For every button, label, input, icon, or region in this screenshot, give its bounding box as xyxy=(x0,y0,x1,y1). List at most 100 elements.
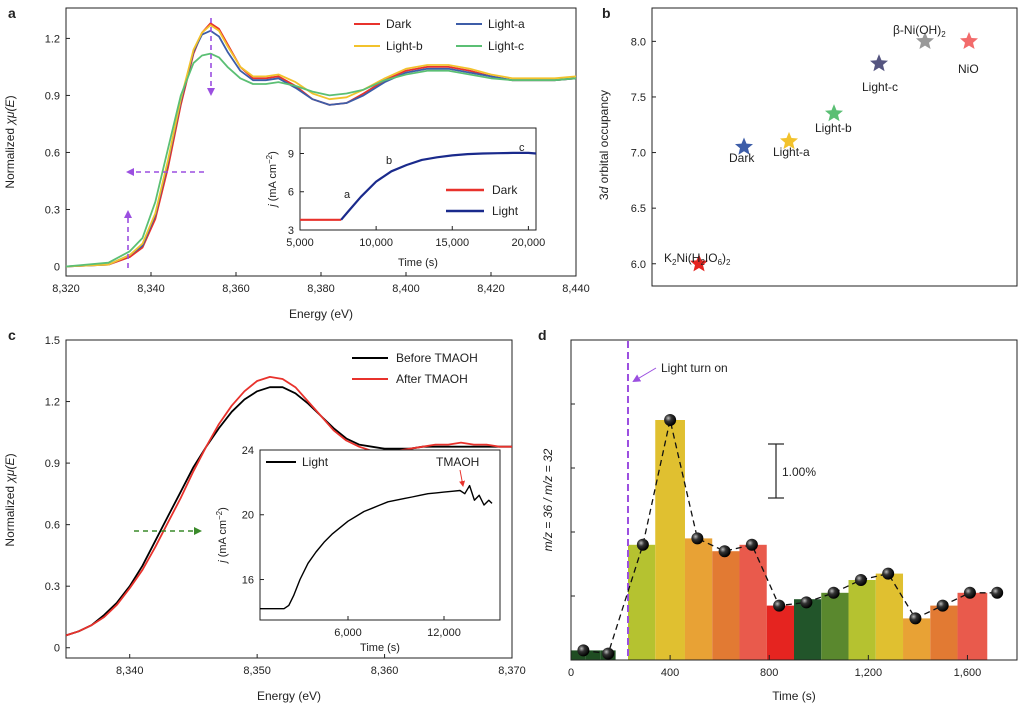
inset-c-annotation: TMAOH xyxy=(436,455,479,469)
panel-a-xtick-label: 8,440 xyxy=(562,283,590,295)
beta-s1: 2 xyxy=(941,30,946,39)
panel-c-legend: Before TMAOH After TMAOH xyxy=(352,351,478,386)
panel-a-ytick-label: 1.2 xyxy=(45,33,60,45)
panel-c-xtick-label: 8,340 xyxy=(116,665,144,677)
star-marker xyxy=(916,31,934,49)
panel-a-ytick-label: 0 xyxy=(54,261,60,273)
inset-a-ytick-label: 6 xyxy=(288,187,294,199)
panel-b-ylabel: 3d orbital occupancy xyxy=(597,90,611,200)
k2ni-s1: 2 xyxy=(672,258,677,267)
bar xyxy=(712,551,740,660)
panel-a-series-light-c xyxy=(65,52,577,268)
inset-c-annotation-arrow xyxy=(459,469,466,487)
inset-c-frame xyxy=(259,449,501,621)
legend-label-after: After TMAOH xyxy=(396,372,468,386)
panel-a-inset: 5,000 10,000 15,000 20,000 3 6 9 Time (s) j (m… xyxy=(265,127,545,269)
inset-c-ytick-label: 24 xyxy=(242,445,254,457)
inset-a-ylabel-close: ) xyxy=(267,151,279,155)
star-label-light-b: Light-b xyxy=(815,121,852,135)
panel-c-ytick-label: 1.5 xyxy=(45,335,60,347)
panel-a-series-light-b xyxy=(65,24,577,268)
inset-a-ylabel: j (mA cm−2) xyxy=(265,151,279,209)
inset-a-ylabel-sup: −2 xyxy=(265,154,274,164)
panel-c-frame xyxy=(65,339,513,659)
panel-a-arrows xyxy=(124,18,215,268)
panel-a-xtick-label: 8,380 xyxy=(307,283,335,295)
panel-a-xtick-label: 8,400 xyxy=(392,283,420,295)
inset-c-xlabel: Time (s) xyxy=(360,642,400,654)
panel-a-xtick-label: 8,340 xyxy=(137,283,165,295)
panel-c-ylabel-e: E xyxy=(3,456,17,465)
panel-c-series-before-tmaoh xyxy=(65,386,512,637)
panel-a-lines xyxy=(65,22,577,268)
panel-d-dashed-line xyxy=(583,419,998,655)
panel-b-stars xyxy=(690,31,978,272)
panel-c-ylabel-pre: Normalized xyxy=(3,483,17,547)
panel-c-ytick-label: 0.9 xyxy=(45,458,60,470)
panel-a-ytick-label: 0.6 xyxy=(45,147,60,159)
panel-d-xtick-label: 1,600 xyxy=(954,667,982,679)
bar xyxy=(848,580,876,660)
panel-c-lines xyxy=(65,375,512,637)
panel-a-series-dark xyxy=(65,22,577,268)
k2ni-m2: Ni(H xyxy=(676,251,700,265)
inset-a-xtick-label: 5,000 xyxy=(286,237,314,249)
star-label-light-c: Light-c xyxy=(862,80,898,94)
panel-c-xtick-label: 8,350 xyxy=(243,665,271,677)
panel-a-ylabel-post: ) xyxy=(3,95,17,99)
inset-a-ticks: 5,000 10,000 15,000 20,000 3 6 9 xyxy=(286,148,545,249)
star-label-dark: Dark xyxy=(729,151,755,165)
panel-d-bars xyxy=(571,420,988,660)
panel-b-ytick-label: 6.0 xyxy=(631,259,646,271)
inset-c-series-light xyxy=(260,484,493,610)
panel-c-ylabel-chi: χμ( xyxy=(3,463,17,483)
panel-a-ylabel: Normalized χμ(E) xyxy=(3,95,17,188)
panel-d-xtick-label: 0 xyxy=(568,667,574,679)
legend-label-light-c: Light-c xyxy=(488,39,524,53)
panel-d-xlabel: Time (s) xyxy=(772,689,816,703)
bar xyxy=(585,650,601,660)
inset-a-xtick-label: 15,000 xyxy=(435,237,469,249)
panel-a-ylabel-pre: Normalized xyxy=(3,125,17,189)
panel-d-ticks: 0 400 800 1,200 1,600 xyxy=(568,403,982,679)
data-point xyxy=(773,599,786,612)
light-on-label: Light turn on xyxy=(661,361,728,375)
inset-c-ticks: 6,000 12,000 16 20 24 xyxy=(242,445,461,639)
data-point xyxy=(963,586,976,599)
panel-d: 0 400 800 1,200 1,600 Light turn on 1.00% Ti… xyxy=(541,339,1018,703)
panel-c-ticks: 8,340 8,350 8,360 8,370 0 0.3 0.6 0.9 1.2 1.5 xyxy=(45,335,526,677)
inset-a-ylabel-rest: (mA cm xyxy=(267,164,279,204)
panel-d-xtick-label: 1,200 xyxy=(855,667,883,679)
data-point xyxy=(827,586,840,599)
inset-a-ytick-label: 9 xyxy=(288,148,294,160)
panel-d-xtick-label: 400 xyxy=(661,667,679,679)
data-point xyxy=(745,538,758,551)
k2ni-s3: 6 xyxy=(718,258,723,267)
panel-a-ticks: 8,320 8,340 8,360 8,380 8,400 8,420 8,440 0 0.3 0… xyxy=(45,33,590,295)
inset-a-ytick-label: 3 xyxy=(288,225,294,237)
inset-c-ytick-label: 20 xyxy=(242,510,254,522)
bar xyxy=(903,618,931,660)
inset-c-ylabel-rest: (mA cm xyxy=(217,520,229,560)
star-label-beta: β-Ni(OH)2 xyxy=(893,23,946,39)
inset-c-ylabel-close: ) xyxy=(217,507,229,511)
panel-c-ytick-label: 0.3 xyxy=(45,581,60,593)
k2ni-s4: 2 xyxy=(726,258,731,267)
data-point xyxy=(800,596,813,609)
inset-c-legend-label: Light xyxy=(302,455,329,469)
inset-a-frame xyxy=(299,127,537,231)
inset-a-xtick-label: 10,000 xyxy=(359,237,393,249)
k2ni-m3: IO xyxy=(705,251,718,265)
bar xyxy=(766,605,794,660)
panel-c-ylabel-post: ) xyxy=(3,453,17,457)
panel-a-legend: Dark Light-a Light-b Light-c xyxy=(354,17,525,53)
panel-c-ytick-label: 0.6 xyxy=(45,519,60,531)
panel-label-a: a xyxy=(8,5,16,21)
scale-bar: 1.00% xyxy=(768,443,816,499)
panel-a-ytick-label: 0.3 xyxy=(45,204,60,216)
star-label-light-a: Light-a xyxy=(773,145,810,159)
inset-c-ylabel: j (mA cm−2) xyxy=(215,507,229,565)
panel-b-ticks: 6.0 6.5 7.0 7.5 8.0 xyxy=(631,36,656,271)
panel-b-ytick-label: 7.5 xyxy=(631,92,646,104)
inset-a-annot-a: a xyxy=(344,189,351,201)
